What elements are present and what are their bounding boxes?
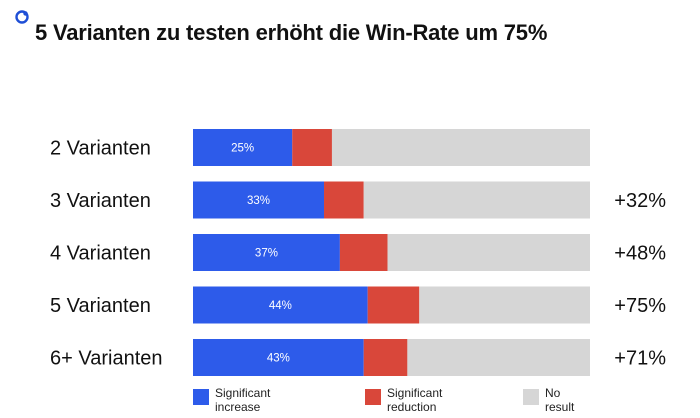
win-rate-delta-label: +71%: [614, 348, 666, 370]
category-label: 4 Varianten: [50, 243, 151, 265]
legend-swatch: [365, 389, 381, 405]
category-label: 3 Varianten: [50, 190, 151, 212]
bar-segment-significant-reduction: [363, 339, 408, 376]
bar-value-label: 37%: [255, 248, 278, 260]
bar-value-label: 33%: [247, 195, 270, 207]
bar-segment-significant-increase: [193, 339, 364, 376]
bar-segment-significant-increase: [193, 129, 293, 166]
category-label: 5 Varianten: [50, 295, 151, 317]
legend-label: increase: [215, 400, 261, 414]
bar-segment-significant-reduction: [324, 181, 364, 219]
bar-value-label: 43%: [267, 353, 290, 365]
win-rate-delta-label: +32%: [614, 190, 666, 212]
bar-segment-no-result: [363, 181, 590, 219]
bar-segment-no-result: [407, 339, 590, 376]
bar-segment-significant-increase: [193, 286, 368, 324]
bar-segment-no-result: [331, 129, 590, 166]
bar-segment-no-result: [419, 286, 590, 324]
legend-label: Significant: [215, 386, 271, 400]
bar-value-label: 44%: [269, 300, 292, 312]
bar-segment-significant-reduction: [339, 234, 388, 271]
bar-segment-significant-increase: [193, 181, 325, 219]
bar-segment-significant-increase: [193, 234, 340, 271]
legend-label: Significant: [387, 386, 443, 400]
legend-swatch: [193, 389, 209, 405]
bar-segment-no-result: [387, 234, 590, 271]
legend-label: result: [545, 400, 575, 414]
legend-label: reduction: [387, 400, 436, 414]
bar-segment-significant-reduction: [292, 129, 332, 166]
bar-value-label: 25%: [231, 143, 254, 155]
category-label: 2 Varianten: [50, 138, 151, 160]
win-rate-delta-label: +75%: [614, 295, 666, 317]
legend-swatch: [523, 389, 539, 405]
win-rate-delta-label: +48%: [614, 243, 666, 265]
category-label: 6+ Varianten: [50, 348, 163, 370]
chart-title: 5 Varianten zu testen erhöht die Win-Rat…: [35, 20, 548, 45]
legend-label: No: [545, 386, 561, 400]
brand-logo-icon: [15, 10, 29, 24]
bar-segment-significant-reduction: [367, 286, 420, 324]
